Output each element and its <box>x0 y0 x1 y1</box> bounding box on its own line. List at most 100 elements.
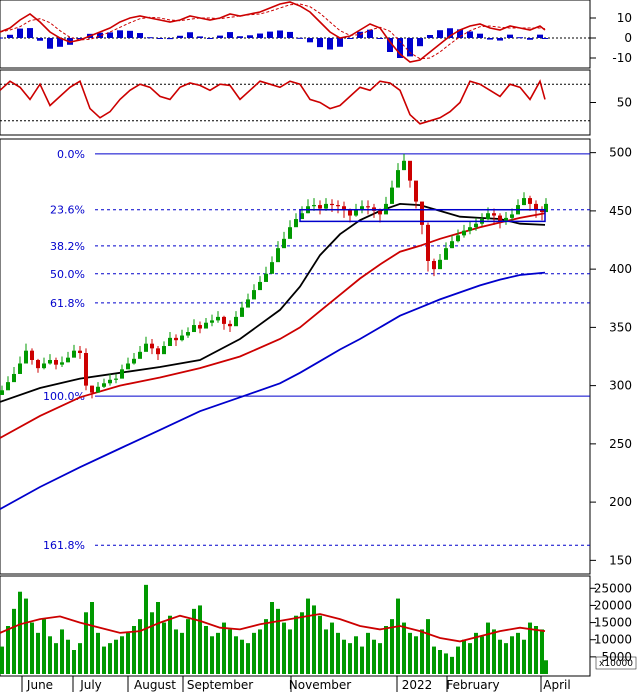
macd-histogram-bar <box>217 35 223 38</box>
volume-panel: x10000 25000 20000 15000 10000 5000 <box>0 575 637 677</box>
volume-bar <box>180 632 184 674</box>
volume-bar <box>402 622 406 674</box>
candle-body <box>132 358 136 364</box>
volume-bar <box>456 646 460 674</box>
macd-histogram-bar <box>157 38 163 39</box>
price-panel: 0.0% 23.6% 38.2% 50.0% 61.8% 100.0% 161.8% 500… <box>0 138 632 575</box>
candle-body <box>0 390 4 395</box>
macd-histogram-bar <box>97 32 103 38</box>
candle-body <box>72 350 76 358</box>
candle-body <box>432 260 436 270</box>
macd-histogram-bar <box>177 35 183 38</box>
volume-bar <box>510 636 514 674</box>
tick-label: 15000 <box>594 616 632 630</box>
candle-body <box>330 203 334 206</box>
macd-histogram-bar <box>407 38 413 57</box>
volume-bar <box>288 629 292 674</box>
tick-label: 25000 <box>594 581 632 595</box>
volume-bar <box>282 622 286 674</box>
volume-bar <box>444 653 448 674</box>
macd-histogram-bar <box>397 38 403 58</box>
candle-body <box>48 359 52 364</box>
candle-body <box>96 386 100 393</box>
macd-histogram-bar <box>37 38 43 41</box>
macd-histogram-bar <box>347 38 353 39</box>
candle-body <box>102 383 106 387</box>
candle-body <box>42 363 46 369</box>
candle-body <box>240 307 244 317</box>
candle-body <box>468 227 472 231</box>
macd-histogram-bar <box>257 33 263 38</box>
candle-body <box>276 248 280 263</box>
volume-bar <box>354 636 358 674</box>
candle-body <box>78 350 82 354</box>
x-axis: June July August September November 2022 Febru… <box>21 676 571 692</box>
macd-histogram-bar <box>127 30 133 38</box>
volume-bar <box>30 622 34 674</box>
tick-label: 0 <box>624 31 632 45</box>
candle-body <box>198 325 202 329</box>
tick-label: -10 <box>612 51 632 65</box>
volume-bar <box>42 619 46 674</box>
tick-label: 500 <box>609 146 632 160</box>
candle-body <box>486 213 490 220</box>
macd-histogram-bar <box>537 34 543 38</box>
volume-bar <box>342 639 346 674</box>
macd-histogram-bar <box>377 38 383 39</box>
month-label: April <box>543 678 570 692</box>
candle-body <box>6 382 10 391</box>
volume-bar <box>96 632 100 674</box>
candle-body <box>126 363 130 370</box>
candle-body <box>108 379 112 384</box>
fibonacci-level-label: 0.0% <box>57 148 85 161</box>
candle-body <box>300 213 304 220</box>
volume-bar <box>414 636 418 674</box>
candle-body <box>474 223 478 228</box>
volume-bar <box>330 622 334 674</box>
volume-bar <box>18 591 22 674</box>
volume-bar <box>192 608 196 674</box>
volume-bar <box>366 632 370 674</box>
volume-bar <box>102 646 106 674</box>
candle-body <box>348 209 352 216</box>
month-label: 2022 <box>402 678 433 692</box>
volume-bar <box>306 598 310 674</box>
macd-histogram-bar <box>542 38 548 39</box>
macd-histogram-bar <box>317 38 323 48</box>
oscillator-panel: 50 <box>0 69 632 136</box>
volume-bar <box>132 626 136 674</box>
volume-bar <box>210 636 214 674</box>
candle-body <box>258 281 262 291</box>
macd-histogram-bar <box>357 31 363 38</box>
macd-histogram-bar <box>57 38 63 47</box>
volume-bar <box>198 605 202 674</box>
volume-bar <box>168 615 172 674</box>
candle-body <box>420 201 424 225</box>
volume-bar <box>228 629 232 674</box>
candle-body <box>444 248 448 260</box>
volume-bar <box>114 639 118 674</box>
fibonacci-level-label: 100.0% <box>43 390 85 403</box>
month-label: February <box>446 678 499 692</box>
macd-histogram-bar <box>197 36 203 38</box>
tick-label: 300 <box>609 379 632 393</box>
macd-histogram-bar <box>227 32 233 38</box>
volume-bar <box>522 639 526 674</box>
volume-bar <box>108 643 112 674</box>
macd-histogram-bar <box>297 37 303 39</box>
tick-label: 20000 <box>594 598 632 612</box>
volume-bar <box>378 643 382 674</box>
candle-body <box>462 230 466 236</box>
volume-bar <box>66 639 70 674</box>
macd-histogram-bar <box>487 38 493 40</box>
candle-body <box>396 170 400 188</box>
candle-body <box>390 187 394 204</box>
volume-bar <box>84 612 88 674</box>
candle-body <box>216 316 220 321</box>
candle-body <box>138 351 142 359</box>
volume-bar <box>234 636 238 674</box>
candle-body <box>12 373 16 383</box>
macd-histogram-bar <box>247 35 253 38</box>
candle-body <box>510 214 514 218</box>
fibonacci-level-label: 38.2% <box>50 240 85 253</box>
